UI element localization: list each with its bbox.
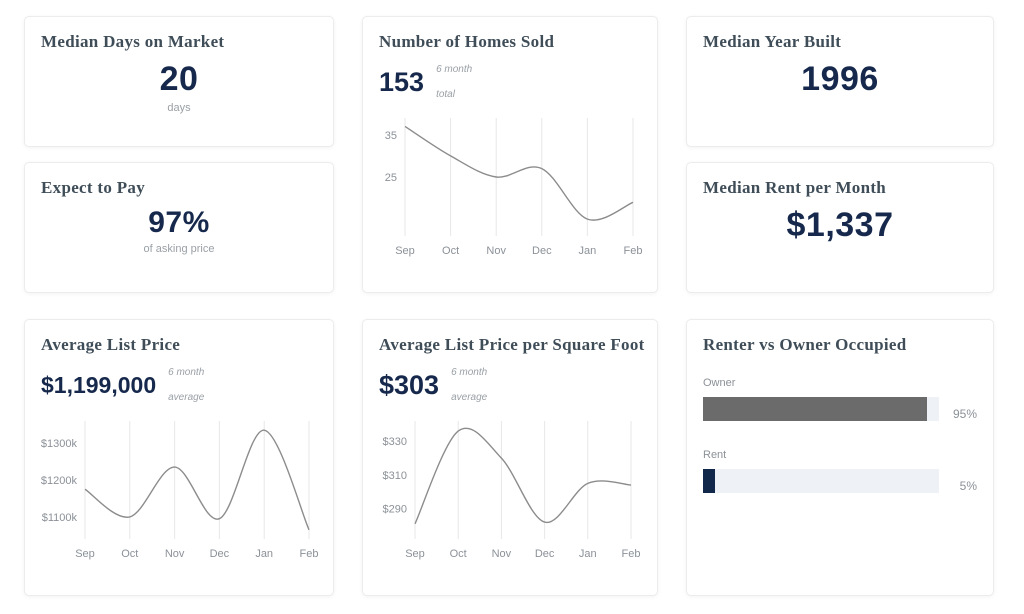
- svg-text:$1200k: $1200k: [41, 475, 77, 487]
- period-label: 6 month: [168, 367, 205, 378]
- stat-qualifiers: 6 month average: [168, 367, 204, 403]
- top-left-column: Median Days on Market 20 days Expect to …: [24, 16, 334, 293]
- stat-block: 153 6 month total: [379, 64, 641, 100]
- svg-text:$1100k: $1100k: [42, 512, 78, 524]
- owner-bar-percent: 95%: [952, 407, 977, 421]
- svg-text:25: 25: [385, 172, 397, 184]
- svg-text:Nov: Nov: [486, 245, 506, 257]
- price-per-sqft-value: $303: [379, 369, 440, 400]
- top-right-column: Median Year Built 1996 Median Rent per M…: [686, 16, 994, 293]
- top-middle-column: Number of Homes Sold 153 6 month total 2…: [362, 16, 658, 293]
- days-on-market-value: 20: [159, 60, 199, 98]
- stat-block: $303 6 month average: [379, 367, 641, 403]
- card-title: Average List Price per Square Foot: [379, 335, 645, 354]
- rent-bar-track: [703, 469, 939, 493]
- rent-per-month-value: $1,337: [786, 206, 894, 244]
- rent-bar-fill: [703, 469, 715, 493]
- owner-bar-label: Owner: [703, 377, 736, 389]
- card-average-list-price: Average List Price $1,199,000 6 month av…: [24, 319, 334, 596]
- expect-to-pay-value: 97%: [148, 206, 210, 239]
- days-on-market-unit: days: [167, 102, 191, 114]
- stat-block: $1,199,000 6 month average: [41, 367, 317, 403]
- expect-to-pay-unit: of asking price: [143, 243, 215, 255]
- svg-text:Jan: Jan: [579, 548, 597, 560]
- stat-block: $1,337: [703, 206, 977, 245]
- svg-text:Feb: Feb: [300, 548, 319, 560]
- owner-bar-row: Owner 95%: [703, 377, 977, 421]
- svg-text:Dec: Dec: [210, 548, 230, 560]
- list-price-value: $1,199,000: [41, 371, 157, 398]
- card-median-rent-per-month: Median Rent per Month $1,337: [686, 162, 994, 293]
- svg-text:Dec: Dec: [535, 548, 555, 560]
- card-expect-to-pay: Expect to Pay 97% of asking price: [24, 162, 334, 293]
- stat-block: 20 days: [41, 60, 317, 114]
- aggregate-label: total: [436, 89, 455, 100]
- card-title: Renter vs Owner Occupied: [703, 335, 907, 354]
- svg-text:Jan: Jan: [255, 548, 273, 560]
- svg-text:Nov: Nov: [492, 548, 512, 560]
- card-renter-vs-owner-occupied: Renter vs Owner Occupied Owner 95% Rent …: [686, 319, 994, 596]
- card-title: Median Days on Market: [41, 32, 225, 51]
- period-label: 6 month: [436, 64, 473, 75]
- list-price-line-chart: $1100k $1200k $1300k Sep Oct Nov Dec Jan Feb: [41, 421, 319, 560]
- stat-qualifiers: 6 month total: [436, 64, 472, 100]
- owner-bar: 95%: [703, 397, 977, 421]
- rent-bar-percent: 5%: [959, 479, 977, 493]
- svg-text:Feb: Feb: [622, 548, 641, 560]
- stat-block: 1996: [703, 60, 977, 99]
- top-grid: Median Days on Market 20 days Expect to …: [24, 16, 1000, 293]
- svg-text:$310: $310: [383, 470, 407, 482]
- homes-sold-value: 153: [379, 66, 425, 97]
- real-estate-dashboard: Median Days on Market 20 days Expect to …: [24, 16, 1000, 596]
- price-per-sqft-line-chart: $290 $310 $330 Sep Oct Nov Dec Jan Feb: [383, 421, 641, 560]
- card-title: Median Year Built: [703, 32, 842, 51]
- svg-text:Jan: Jan: [579, 245, 597, 257]
- svg-text:Sep: Sep: [75, 548, 95, 560]
- stat-qualifiers: 6 month average: [451, 367, 487, 403]
- bottom-grid: Average List Price $1,199,000 6 month av…: [24, 319, 1000, 596]
- rent-bar-row: Rent 5%: [703, 449, 977, 493]
- card-title: Expect to Pay: [41, 178, 145, 197]
- card-number-of-homes-sold: Number of Homes Sold 153 6 month total 2…: [362, 16, 658, 293]
- svg-text:Nov: Nov: [165, 548, 185, 560]
- card-median-days-on-market: Median Days on Market 20 days: [24, 16, 334, 147]
- svg-text:$330: $330: [383, 436, 407, 448]
- period-label: 6 month: [451, 367, 488, 378]
- owner-bar-fill: [703, 397, 928, 421]
- svg-text:Oct: Oct: [442, 245, 459, 257]
- svg-text:Oct: Oct: [450, 548, 467, 560]
- aggregate-label: average: [451, 392, 488, 403]
- svg-text:$290: $290: [383, 504, 407, 516]
- svg-text:Sep: Sep: [395, 245, 415, 257]
- svg-text:Sep: Sep: [405, 548, 425, 560]
- card-average-list-price-per-square-foot: Average List Price per Square Foot $303 …: [362, 319, 658, 596]
- aggregate-label: average: [168, 392, 205, 403]
- card-title: Average List Price: [41, 335, 181, 354]
- svg-text:$1300k: $1300k: [41, 438, 77, 450]
- stat-block: 97% of asking price: [41, 206, 317, 255]
- svg-text:Feb: Feb: [624, 245, 643, 257]
- rent-bar-label: Rent: [703, 449, 727, 461]
- rent-bar: 5%: [703, 469, 977, 493]
- card-median-year-built: Median Year Built 1996: [686, 16, 994, 147]
- card-title: Number of Homes Sold: [379, 32, 555, 51]
- homes-sold-line-chart: 25 35 Sep Oct Nov Dec Jan Feb: [385, 118, 643, 257]
- owner-bar-track: [703, 397, 939, 421]
- svg-text:Dec: Dec: [532, 245, 552, 257]
- card-title: Median Rent per Month: [703, 178, 887, 197]
- year-built-value: 1996: [801, 60, 879, 98]
- svg-text:35: 35: [385, 130, 397, 142]
- svg-text:Oct: Oct: [121, 548, 138, 560]
